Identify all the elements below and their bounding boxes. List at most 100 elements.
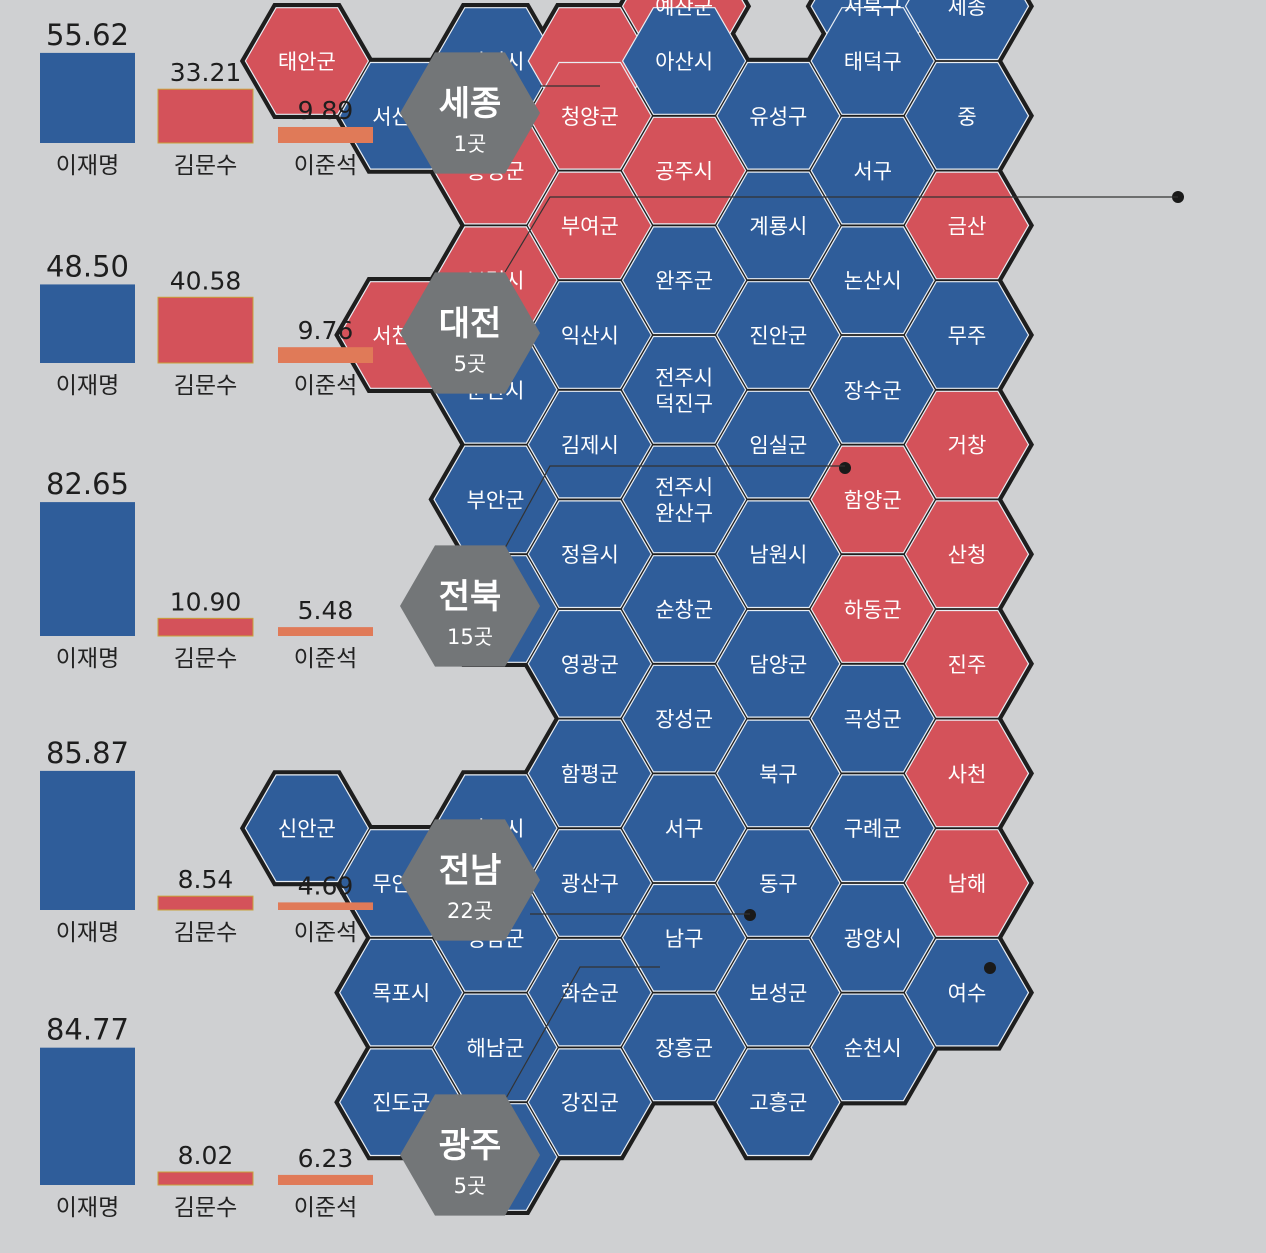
hex-label: 태덕구 <box>844 50 902 74</box>
value-label: 40.58 <box>170 266 242 295</box>
hex-label: 익산시 <box>561 324 619 348</box>
hex-label: 순천시 <box>844 1036 902 1060</box>
hex-tile <box>904 390 1030 499</box>
hex-label: 해남군 <box>467 1036 525 1060</box>
hex-tile <box>621 335 747 444</box>
bar <box>40 284 135 363</box>
hex-label: 금산 <box>948 214 987 238</box>
connector-line <box>504 966 660 1101</box>
hex-tile <box>904 0 1030 61</box>
hex-label: 서북구 <box>844 0 902 19</box>
hex-label: 장성군 <box>655 708 713 732</box>
hex-tile <box>810 335 935 444</box>
location-dot <box>839 462 851 474</box>
value-label: 82.65 <box>46 467 129 501</box>
hex-label: 완주군 <box>655 269 713 293</box>
hex-tile <box>621 226 747 335</box>
region-count: 5곳 <box>454 352 487 376</box>
hex-tile <box>904 281 1030 389</box>
candidate-label: 이준석 <box>294 1195 357 1221</box>
value-label: 5.48 <box>298 596 354 625</box>
hex-tile <box>339 938 464 1047</box>
value-label: 8.02 <box>178 1141 234 1170</box>
bar <box>278 1174 373 1185</box>
hex-tile <box>810 664 935 773</box>
hex-label: 사천 <box>948 762 987 786</box>
hex-tile <box>904 61 1030 170</box>
hex-tile <box>904 938 1030 1047</box>
hex-label: 남원시 <box>749 543 807 567</box>
hex-tile <box>621 445 747 554</box>
hex-tile <box>621 883 747 992</box>
hex-label: 장흥군 <box>655 1036 713 1060</box>
value-label: 9.89 <box>298 96 354 125</box>
value-label: 48.50 <box>46 249 129 283</box>
hex-label: 진주 <box>948 653 987 677</box>
candidate-label: 이재명 <box>56 920 119 946</box>
hex-label: 부여군 <box>561 214 619 238</box>
region-badge <box>400 545 540 667</box>
bar <box>40 770 135 910</box>
bar <box>278 126 373 143</box>
region-name: 대전 <box>439 304 502 344</box>
hex-label: 김제시 <box>561 434 619 458</box>
candidate-label: 이재명 <box>56 373 119 399</box>
candidate-label: 이재명 <box>56 646 119 672</box>
hex-label: 화순군 <box>561 982 619 1006</box>
hex-tile <box>810 883 935 992</box>
hex-tile <box>527 719 652 828</box>
hex-label: 완산구 <box>655 501 713 525</box>
bar-panel: 82.65 이재명 10.90 김문수 5.48 이준석 전북 15곳 <box>40 467 540 672</box>
hex-label: 동구 <box>759 872 798 896</box>
hex-tile <box>621 664 747 773</box>
hex-label: 무주 <box>948 324 987 348</box>
hex-label: 공주시 <box>655 160 713 184</box>
region-name: 전남 <box>439 851 502 891</box>
hex-label: 산청 <box>948 543 987 567</box>
hex-tile <box>527 1048 652 1157</box>
candidate-label: 이재명 <box>56 1195 119 1221</box>
hex-label: 신안군 <box>278 817 336 841</box>
candidate-label: 이준석 <box>294 646 357 672</box>
hex-tile <box>621 555 747 663</box>
hex-label: 논산시 <box>844 269 902 293</box>
candidate-label: 이준석 <box>294 920 357 946</box>
hex-label: 부안군 <box>467 488 525 512</box>
region-count: 5곳 <box>454 1174 487 1198</box>
bar-panel: 48.50 이재명 40.58 김문수 9.76 이준석 대전 5곳 <box>40 249 540 399</box>
hex-label: 담양군 <box>749 653 807 677</box>
hex-tile <box>716 609 841 718</box>
hex-tile <box>621 774 747 883</box>
bar <box>40 52 135 143</box>
hex-label: 서구 <box>665 817 704 841</box>
hex-label: 남구 <box>665 927 704 951</box>
location-dot <box>984 962 996 974</box>
hex-tile <box>527 171 652 280</box>
bar <box>157 88 254 144</box>
hex-label: 서구 <box>853 160 892 184</box>
hex-label: 세종 <box>948 0 987 19</box>
hex-label: 순창군 <box>655 598 713 622</box>
region-badge <box>400 1094 540 1216</box>
candidate-label: 김문수 <box>174 153 237 179</box>
hex-label: 함평군 <box>561 762 619 786</box>
hex-tile <box>904 171 1030 280</box>
hex-label: 아산시 <box>655 50 713 74</box>
hex-tile <box>527 390 652 499</box>
hex-tile <box>621 993 747 1102</box>
hex-label: 전주시 <box>655 475 713 499</box>
candidate-label: 김문수 <box>174 920 237 946</box>
hex-label: 영광군 <box>561 653 619 677</box>
candidate-label: 이재명 <box>56 153 119 179</box>
hex-label: 함양군 <box>844 488 902 512</box>
hex-label: 곡성군 <box>844 708 902 732</box>
hex-label: 북구 <box>759 762 798 786</box>
hex-tile <box>716 719 841 828</box>
hex-tile <box>527 938 652 1047</box>
connector-lines <box>504 85 1178 1101</box>
bar <box>278 627 373 636</box>
hex-label: 태안군 <box>278 50 336 74</box>
hex-label: 진도군 <box>372 1091 430 1115</box>
hex-tile <box>716 500 841 609</box>
